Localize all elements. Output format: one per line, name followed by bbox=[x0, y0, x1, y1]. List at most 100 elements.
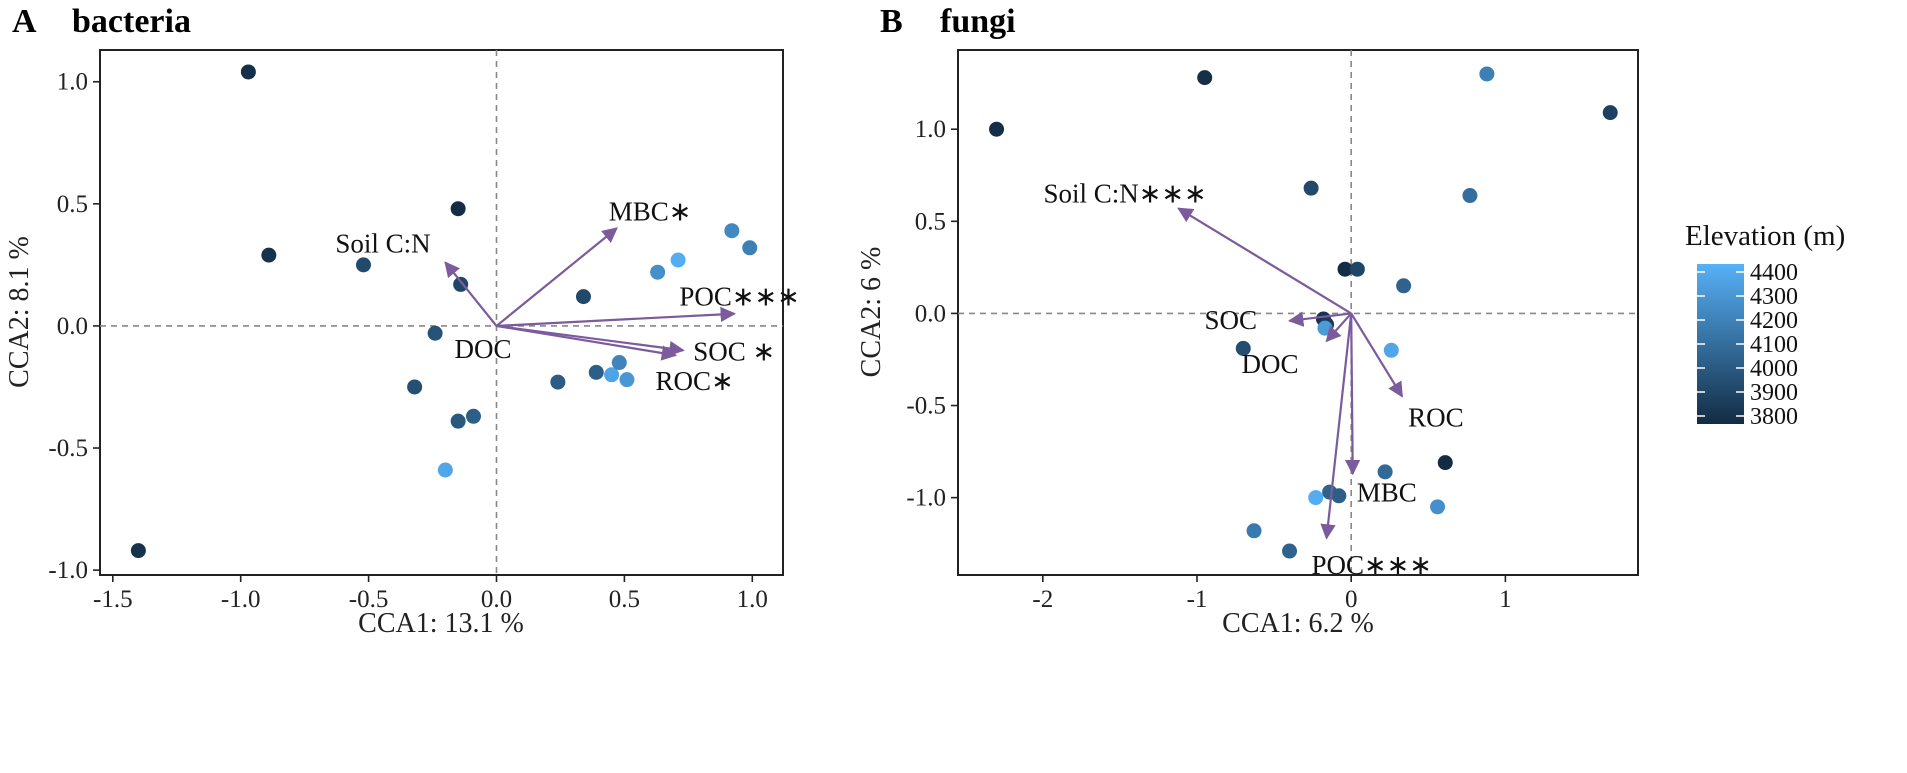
vector-arrow bbox=[1177, 207, 1352, 315]
vector-label: ROC bbox=[1408, 402, 1464, 432]
data-point bbox=[1246, 523, 1262, 539]
y-tick-label: -1.0 bbox=[906, 485, 946, 512]
legend-tick-label: 3900 bbox=[1750, 380, 1798, 406]
data-point bbox=[742, 240, 758, 256]
data-point bbox=[1602, 105, 1618, 121]
y-tick-label: 0.5 bbox=[915, 208, 946, 235]
vector-arrow bbox=[496, 306, 736, 328]
data-point bbox=[619, 372, 635, 388]
vector-label: DOC bbox=[1242, 349, 1299, 379]
panel-b-vectors: Soil C:N∗∗∗ SOC DOC ROC MBC POC∗∗∗ bbox=[1043, 178, 1463, 580]
data-point bbox=[650, 264, 666, 280]
y-tick-label: -0.5 bbox=[906, 393, 946, 420]
data-point bbox=[611, 355, 627, 371]
data-point bbox=[588, 364, 604, 380]
data-point bbox=[1308, 490, 1324, 506]
data-point bbox=[670, 252, 686, 268]
x-tick-label: -0.5 bbox=[349, 586, 389, 613]
panel-b-y-axis-title: CCA2: 6 % bbox=[856, 247, 887, 378]
x-tick-label: -2 bbox=[1032, 586, 1053, 613]
y-tick-label: -1.0 bbox=[48, 557, 88, 584]
vector-label: Soil C:N∗∗∗ bbox=[1043, 178, 1206, 208]
panel-a-zero-lines bbox=[100, 50, 783, 575]
legend-tick-label: 4000 bbox=[1750, 356, 1798, 382]
legend-tick-label: 4100 bbox=[1750, 332, 1798, 358]
panel-b-letter: B bbox=[880, 3, 903, 40]
data-point bbox=[450, 201, 466, 217]
y-tick-label: 0.5 bbox=[57, 191, 88, 218]
panel-b: B fungi -2 -1 0 1 -1.0 -0.5 0.0 0.5 1.0 Soil C:N… bbox=[856, 3, 1639, 639]
x-tick-label: 1.0 bbox=[737, 586, 768, 613]
data-point bbox=[575, 289, 591, 305]
vector-arrow bbox=[1350, 312, 1404, 398]
data-point bbox=[1317, 320, 1333, 336]
panel-a-title: bacteria bbox=[72, 3, 191, 40]
vector-label: MBC∗ bbox=[609, 196, 692, 226]
data-point bbox=[130, 543, 146, 559]
data-point bbox=[1235, 340, 1251, 356]
data-point bbox=[450, 413, 466, 429]
panel-a-points bbox=[130, 64, 758, 559]
y-tick-label: 0.0 bbox=[915, 300, 946, 327]
data-point bbox=[1331, 488, 1347, 504]
x-tick-label: 0.0 bbox=[481, 586, 512, 613]
x-tick-label: -1.0 bbox=[221, 586, 261, 613]
y-tick-label: 1.0 bbox=[915, 116, 946, 143]
data-point bbox=[437, 462, 453, 478]
panel-b-title: fungi bbox=[940, 3, 1016, 40]
vector-label: ROC∗ bbox=[656, 366, 734, 396]
x-tick-label: 1 bbox=[1499, 586, 1512, 613]
legend-tick-label: 3800 bbox=[1750, 404, 1798, 430]
vector-arrow bbox=[444, 261, 498, 327]
data-point bbox=[1383, 342, 1399, 358]
y-tick-label: -0.5 bbox=[48, 435, 88, 462]
legend-tick-label: 4300 bbox=[1750, 284, 1798, 310]
data-point bbox=[1282, 543, 1298, 559]
legend-tick-label: 4200 bbox=[1750, 308, 1798, 334]
vector-arrow bbox=[495, 227, 618, 327]
x-tick-label: 0 bbox=[1345, 586, 1358, 613]
panel-a-vectors: Soil C:N MBC∗ POC∗∗∗ SOC ∗ROC∗ DOC bbox=[335, 196, 799, 396]
data-point bbox=[1430, 499, 1446, 515]
data-point bbox=[1377, 464, 1393, 480]
data-point bbox=[1337, 261, 1353, 277]
x-tick-label: -1.5 bbox=[93, 586, 133, 613]
y-tick-label: 0.0 bbox=[57, 313, 88, 340]
data-point bbox=[465, 408, 481, 424]
legend-title: Elevation (m) bbox=[1685, 220, 1845, 252]
panel-a-x-axis-title: CCA1: 13.1 % bbox=[358, 608, 524, 639]
vector-arrow bbox=[1344, 313, 1361, 476]
data-point bbox=[355, 257, 371, 273]
data-point bbox=[1437, 455, 1453, 471]
x-tick-label: -1 bbox=[1187, 586, 1208, 613]
data-point bbox=[1197, 70, 1213, 86]
data-point bbox=[453, 276, 469, 292]
data-point bbox=[550, 374, 566, 390]
data-point bbox=[427, 325, 443, 341]
panel-b-x-axis-title: CCA1: 6.2 % bbox=[1222, 608, 1374, 639]
data-point bbox=[1349, 261, 1365, 277]
y-tick-label: 1.0 bbox=[57, 69, 88, 96]
panel-a-y-axis-title: CCA2: 8.1 % bbox=[4, 236, 35, 388]
panel-a-letter: A bbox=[12, 3, 37, 40]
vector-label: SOC bbox=[1205, 305, 1258, 335]
vector-arrow bbox=[1325, 312, 1353, 343]
data-point bbox=[1396, 278, 1412, 294]
panel-b-points bbox=[989, 66, 1618, 559]
data-point bbox=[989, 121, 1005, 137]
vector-arrow bbox=[1320, 313, 1353, 540]
data-point bbox=[1462, 188, 1478, 204]
panel-b-zero-lines bbox=[958, 50, 1638, 575]
x-tick-label: 0.5 bbox=[609, 586, 640, 613]
vector-label: DOC bbox=[454, 334, 511, 364]
vector-label: POC∗∗∗ bbox=[1312, 550, 1432, 580]
vector-arrow bbox=[1287, 311, 1352, 327]
legend-tick-label: 4400 bbox=[1750, 260, 1798, 286]
vector-label: SOC ∗ bbox=[693, 336, 775, 366]
panel-a-ticks: -1.5 -1.0 -0.5 0.0 0.5 1.0-1.0-0.50.00.51.0 bbox=[48, 69, 768, 613]
data-point bbox=[1479, 66, 1495, 82]
vector-label: MBC bbox=[1357, 478, 1417, 508]
data-point bbox=[1303, 180, 1319, 196]
vector-label: Soil C:N bbox=[335, 228, 430, 258]
